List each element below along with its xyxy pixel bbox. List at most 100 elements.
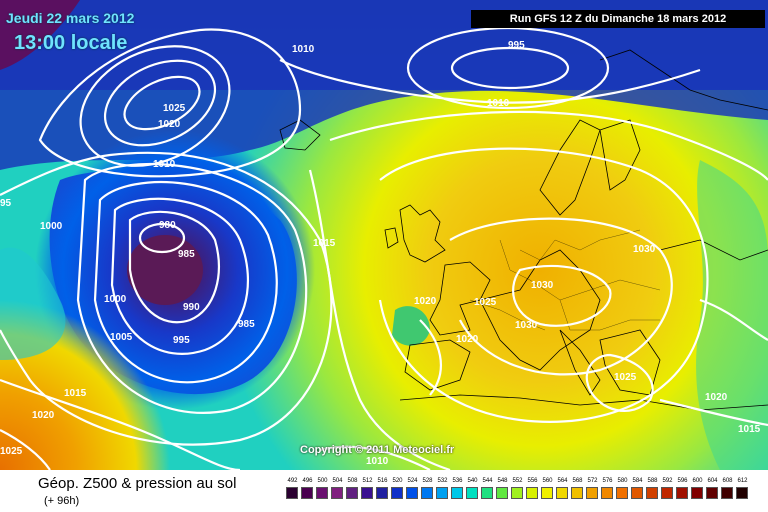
copyright-notice: Copyright © 2011 Meteociel.fr [300,444,455,456]
isobar-label: 1025 [0,446,23,457]
west-green-band [0,247,66,360]
legend-swatch [316,487,328,499]
legend-label: 536 [452,478,463,484]
legend-label: 596 [677,478,688,484]
legend-swatch [616,487,628,499]
country-borders [469,229,661,331]
legend-label: 592 [662,478,673,484]
legend-label: 540 [467,478,478,484]
legend-label: 500 [317,478,328,484]
legend-label: 584 [632,478,643,484]
legend-label: 568 [572,478,583,484]
legend-label: 608 [722,478,733,484]
isobar-label: 1000 [104,294,127,305]
legend-swatch [481,487,493,499]
legend-swatch [451,487,463,499]
isobar-label: 1030 [515,320,538,331]
isobar-label: 995 [173,335,190,346]
legend-swatch [526,487,538,499]
legend-swatch [736,487,748,499]
isobar-label: 1000 [40,221,63,232]
legend-label: 524 [407,478,418,484]
legend-swatch [691,487,703,499]
legend-swatch [496,487,508,499]
legend-label: 516 [377,478,388,484]
isobar-label: 1010 [292,44,315,55]
legend-label: 588 [647,478,658,484]
legend-label: 512 [362,478,373,484]
isobar-label: 1030 [633,244,656,255]
legend-swatch [571,487,583,499]
legend-label: 576 [602,478,613,484]
isobar-label: 1020 [158,119,181,130]
chart-title: Géop. Z500 & pression au sol [38,475,237,492]
legend-swatch [301,487,313,499]
legend-label: 532 [437,478,448,484]
isobar-label: 990 [183,302,200,313]
legend-swatch [361,487,373,499]
legend-label: 520 [392,478,403,484]
legend-label: 572 [587,478,598,484]
footer-panel: Géop. Z500 & pression au sol (+ 96h) 492… [0,470,768,512]
legend-label: 496 [302,478,313,484]
isobar-label: 1025 [614,372,637,383]
legend-label: 604 [707,478,718,484]
legend-swatch [376,487,388,499]
isobar-label: 1020 [32,410,55,421]
legend-label: 528 [422,478,433,484]
legend-label: 552 [512,478,523,484]
isobar-label: 1010 [153,159,176,170]
legend-swatch [631,487,643,499]
isobar-label: 1030 [531,280,554,291]
isobar-label: 980 [159,220,176,231]
legend-swatch [661,487,673,499]
legend-label: 548 [497,478,508,484]
legend-label: 492 [287,478,298,484]
isobar-label: 1015 [64,388,87,399]
legend-swatch [286,487,298,499]
legend-label: 580 [617,478,628,484]
iberian-pocket [392,306,430,346]
legend-swatch [331,487,343,499]
forecast-time: 13:00 locale [14,32,128,54]
isobar-label: 1005 [110,332,133,343]
color-legend: 492 496 500 504 508 512 516 520 524 528 532 536 540 5… [286,478,752,504]
isobar-label: 1010 [487,98,510,109]
legend-label: 560 [542,478,553,484]
legend-swatch [646,487,658,499]
legend-swatch [541,487,553,499]
isobar-label: 995 [508,40,525,51]
isobars [0,26,768,470]
legend-swatch [676,487,688,499]
isobar-label: 1015 [313,238,336,249]
legend-swatch [721,487,733,499]
legend-swatch [586,487,598,499]
isobar-label: 1020 [705,392,728,403]
legend-label: 504 [332,478,343,484]
legend-label: 600 [692,478,703,484]
legend-swatch [436,487,448,499]
isobar-label: 1020 [456,334,479,345]
low-center [127,235,203,305]
legend-swatch [346,487,358,499]
legend-label: 564 [557,478,568,484]
isobar-label: 985 [238,319,255,330]
isobar-label: 1025 [163,103,186,114]
isobar-labels: 1010 1025 1020 1010 980 985 990 985 995 … [0,40,761,467]
polar-core [0,0,80,70]
coastlines [279,49,768,411]
legend-swatch [601,487,613,499]
isobar-label: 1025 [474,297,497,308]
legend-label: 556 [527,478,538,484]
legend-swatch [406,487,418,499]
isobar-label: 1020 [414,296,437,307]
legend-label: 544 [482,478,493,484]
isobar-label: 985 [178,249,195,260]
legend-swatch [391,487,403,499]
isobar-label: 1010 [366,456,389,467]
pressure-map: 1010 1025 1020 1010 980 985 990 985 995 … [0,0,768,470]
legend-swatch [511,487,523,499]
forecast-date: Jeudi 22 mars 2012 [6,10,135,26]
legend-swatch [421,487,433,499]
